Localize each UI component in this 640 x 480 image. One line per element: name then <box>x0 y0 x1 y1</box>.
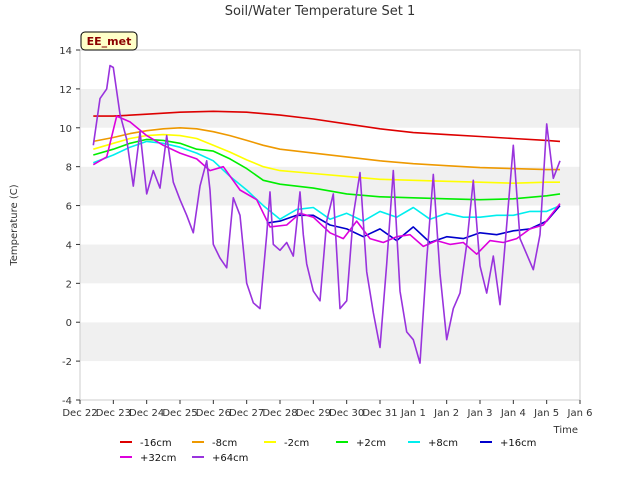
legend-item-+2cm: +2cm <box>336 438 386 449</box>
x-tick-label: Dec 29 <box>296 408 331 419</box>
series-line--8cm <box>93 127 560 171</box>
series-line-+64cm <box>92 64 561 364</box>
y-tick-label: 6 <box>66 202 72 213</box>
legend-item-+64cm: +64cm <box>192 453 248 464</box>
y-tick-label: 0 <box>66 318 72 329</box>
y-tick-label: 4 <box>66 240 72 251</box>
legend-label: +16cm <box>500 438 536 449</box>
plot-frame <box>79 49 581 401</box>
grid-band <box>80 361 580 400</box>
series-line-+32cm <box>92 115 561 255</box>
legend-label: +32cm <box>140 453 176 464</box>
x-tick-label: Dec 25 <box>162 408 197 419</box>
y-tick-label: -2 <box>62 357 72 368</box>
y-tick-label: -4 <box>62 396 72 407</box>
x-tick-label: Jan 2 <box>433 408 459 419</box>
legend-item-+32cm: +32cm <box>120 453 176 464</box>
y-axis-title: Temperature (C) <box>9 184 20 266</box>
y-tick-label: 10 <box>59 124 72 135</box>
legend-item--2cm: -2cm <box>264 438 309 449</box>
x-tick-label: Jan 4 <box>500 408 526 419</box>
y-tick-label: 2 <box>66 279 72 290</box>
legend-item-+16cm: +16cm <box>480 438 536 449</box>
legend-label: +8cm <box>428 438 458 449</box>
x-tick-label: Dec 24 <box>129 408 164 419</box>
legend-item--16cm: -16cm <box>120 438 172 449</box>
grid-band <box>80 283 580 323</box>
y-tick-label: 8 <box>66 163 72 174</box>
x-tick-label: Jan 5 <box>533 408 559 419</box>
x-tick-label: Jan 6 <box>567 408 593 419</box>
x-tick-label: Dec 22 <box>62 408 97 419</box>
chart-title: Soil/Water Temperature Set 1 <box>225 4 416 19</box>
x-tick-label: Dec 23 <box>96 408 131 419</box>
x-tick-label: Dec 26 <box>196 408 231 419</box>
series-layer <box>92 64 561 364</box>
grid-band <box>80 322 580 362</box>
y-tick-label: 12 <box>59 85 72 96</box>
legend-label: -8cm <box>212 438 237 449</box>
station-tag: EE_met <box>80 31 138 51</box>
station-tag-label: EE_met <box>87 35 132 48</box>
legend-item--8cm: -8cm <box>192 438 237 449</box>
series-line--2cm <box>93 133 560 184</box>
x-axis-title: Time <box>553 425 578 436</box>
x-tick-label: Dec 31 <box>362 408 397 419</box>
legend-label: +2cm <box>356 438 386 449</box>
x-tick-label: Jan 1 <box>400 408 426 419</box>
x-tick-label: Dec 27 <box>229 408 264 419</box>
series-line--16cm <box>93 110 561 143</box>
legend: -16cm -8cm -2cm +2cm +8cm +16cm +32cm +64cm <box>120 438 536 464</box>
x-tick-label: Dec 30 <box>329 408 364 419</box>
series-line-+8cm <box>93 140 561 222</box>
x-tick-label: Dec 28 <box>262 408 297 419</box>
x-tick-label: Jan 3 <box>467 408 493 419</box>
legend-label: -2cm <box>284 438 309 449</box>
grid-band <box>80 127 580 167</box>
series-line-+16cm <box>266 205 561 244</box>
y-axis: -4 -2 0 2 4 6 8 10 12 14 <box>59 46 80 407</box>
legend-item-+8cm: +8cm <box>408 438 458 449</box>
grid-band <box>80 50 580 89</box>
y-tick-label: 14 <box>59 46 72 57</box>
legend-label: +64cm <box>212 453 248 464</box>
legend-label: -16cm <box>140 438 172 449</box>
